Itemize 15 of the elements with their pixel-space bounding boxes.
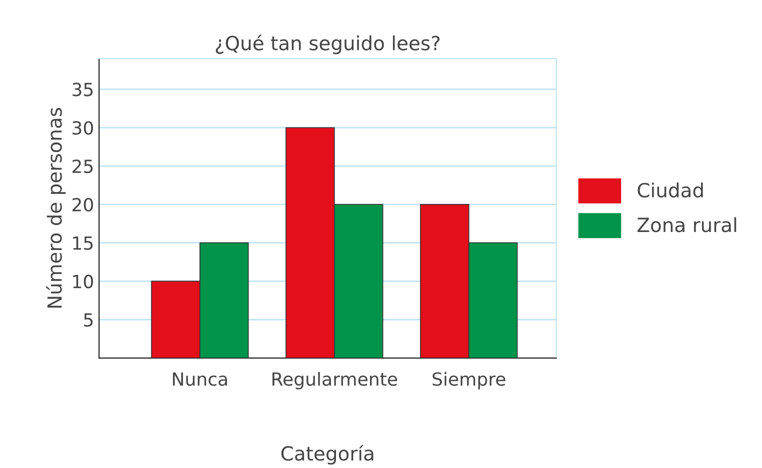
x-tick-label: Nunca — [172, 372, 227, 386]
y-tick-label: 15 — [73, 236, 93, 250]
y-tick-label: 20 — [72, 198, 93, 212]
x-axis-title: Categoría — [281, 444, 374, 465]
legend-label: Ciudad — [638, 182, 703, 198]
y-tick-label: 5 — [84, 313, 93, 327]
y-tick-label: 10 — [73, 274, 93, 288]
y-tick-label: 25 — [72, 159, 93, 174]
y-tick-label: 30 — [72, 121, 93, 135]
y-tick-label: 35 — [72, 82, 93, 96]
x-tick-label: Siempre — [432, 372, 506, 390]
chart-title: ¿Qué tan seguido lees? — [216, 34, 440, 54]
x-tick-label: Regularmente — [272, 372, 398, 390]
y-axis-title: Número de personas — [46, 108, 66, 308]
legend-label: Zona rural — [638, 217, 736, 232]
